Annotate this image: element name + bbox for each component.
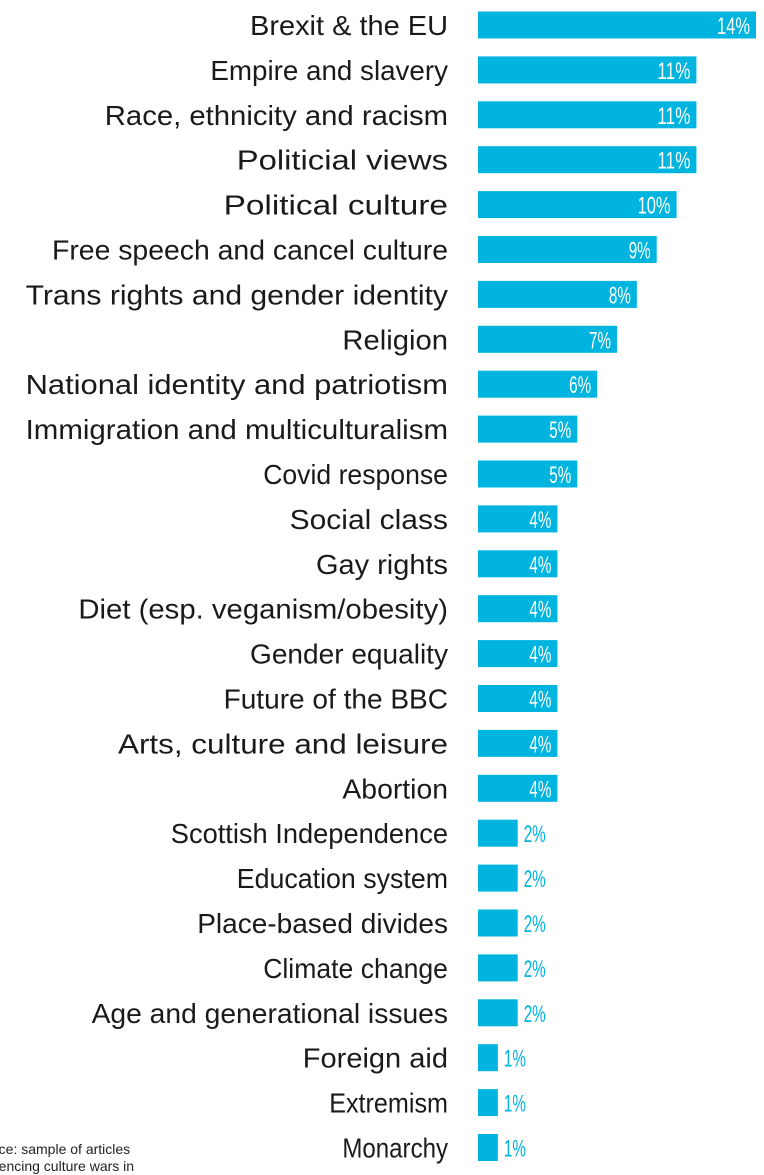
bar — [478, 729, 558, 757]
category-label: Arts, culture and leisure — [118, 728, 448, 759]
category-label: Foreign aid — [303, 1043, 448, 1074]
value-label: 11% — [657, 103, 690, 130]
category-label: Monarchy — [342, 1133, 448, 1164]
bars — [478, 11, 756, 1161]
value-label: 2% — [524, 821, 546, 848]
bar — [478, 370, 598, 398]
bar — [478, 56, 697, 84]
bar — [478, 1134, 498, 1161]
bar — [478, 864, 518, 892]
bar — [478, 460, 578, 488]
bar — [478, 11, 756, 39]
value-label: 8% — [609, 282, 631, 309]
value-label: 1% — [504, 1046, 526, 1073]
value-label: 4% — [529, 642, 551, 669]
bar — [478, 999, 518, 1027]
bar — [478, 191, 677, 219]
value-label: 5% — [549, 417, 571, 444]
category-label: Diet (esp. veganism/obesity) — [78, 594, 448, 625]
value-label: 2% — [524, 1001, 546, 1028]
bar — [478, 640, 558, 668]
value-label: 2% — [524, 866, 546, 893]
category-label: Covid response — [263, 459, 448, 490]
category-label: Trans rights and gender identity — [26, 279, 448, 310]
bar — [478, 101, 697, 129]
category-label: Brexit & the EU — [250, 10, 448, 41]
category-label: Extremism — [329, 1088, 448, 1119]
bar — [478, 774, 558, 802]
category-label: Empire and slavery — [210, 55, 448, 86]
category-label: Religion — [342, 324, 448, 355]
value-label: 4% — [529, 731, 551, 758]
value-label: 1% — [504, 1091, 526, 1118]
value-label: 4% — [529, 597, 551, 624]
bar — [478, 415, 578, 443]
value-label: 4% — [529, 507, 551, 534]
value-label: 11% — [657, 58, 690, 85]
bar — [478, 1089, 498, 1117]
source-note-line-1: rce: sample of articles — [0, 1141, 131, 1157]
category-label: Free speech and cancel culture — [52, 235, 448, 266]
category-label: Immigration and multiculturalism — [26, 414, 448, 445]
category-label: Scottish Independence — [171, 818, 448, 849]
category-label: Politicial views — [237, 145, 448, 176]
category-label: Education system — [237, 863, 448, 894]
category-label: Race, ethnicity and racism — [105, 100, 448, 131]
value-label: 2% — [524, 956, 546, 983]
value-labels: 14% 11% 11% 11% 10% 9% 8% 7% 6% 5% 5% 4% 4% 4% 4% 4% 4% 4… — [504, 13, 750, 1163]
category-labels: Brexit & the EU Empire and slavery Race, e… — [26, 10, 448, 1164]
value-label: 9% — [629, 238, 651, 265]
value-label: 4% — [529, 552, 551, 579]
bar — [478, 550, 558, 578]
bar — [478, 280, 637, 308]
source-note: rce: sample of articles rencing culture … — [0, 1141, 194, 1175]
value-label: 1% — [504, 1136, 526, 1163]
value-label: 5% — [549, 462, 571, 489]
bar — [478, 1044, 498, 1072]
bar — [478, 146, 697, 174]
value-label: 4% — [529, 687, 551, 714]
source-note-line-2: rencing culture wars in — [0, 1158, 135, 1174]
value-label: 2% — [524, 911, 546, 938]
bar — [478, 595, 558, 623]
bar — [478, 236, 657, 263]
value-label: 11% — [657, 148, 690, 175]
category-label: Place-based divides — [197, 908, 448, 939]
category-label: Climate change — [263, 953, 448, 984]
value-label: 4% — [529, 776, 551, 803]
bar — [478, 325, 617, 353]
category-label: Gender equality — [250, 639, 448, 670]
value-label: 10% — [638, 193, 671, 220]
bar — [478, 685, 558, 712]
category-label: National identity and patriotism — [26, 369, 448, 400]
value-label: 7% — [589, 327, 611, 354]
category-label: Age and generational issues — [92, 998, 448, 1029]
value-label: 6% — [569, 372, 591, 399]
bar — [478, 954, 518, 982]
category-label: Political culture — [224, 190, 448, 221]
category-label: Social class — [290, 504, 448, 535]
category-label: Gay rights — [316, 549, 448, 580]
bar — [478, 909, 518, 937]
value-label: 14% — [717, 13, 750, 40]
category-label: Abortion — [342, 773, 448, 804]
bar — [478, 505, 558, 533]
bar — [478, 819, 518, 847]
category-label: Future of the BBC — [224, 684, 448, 715]
